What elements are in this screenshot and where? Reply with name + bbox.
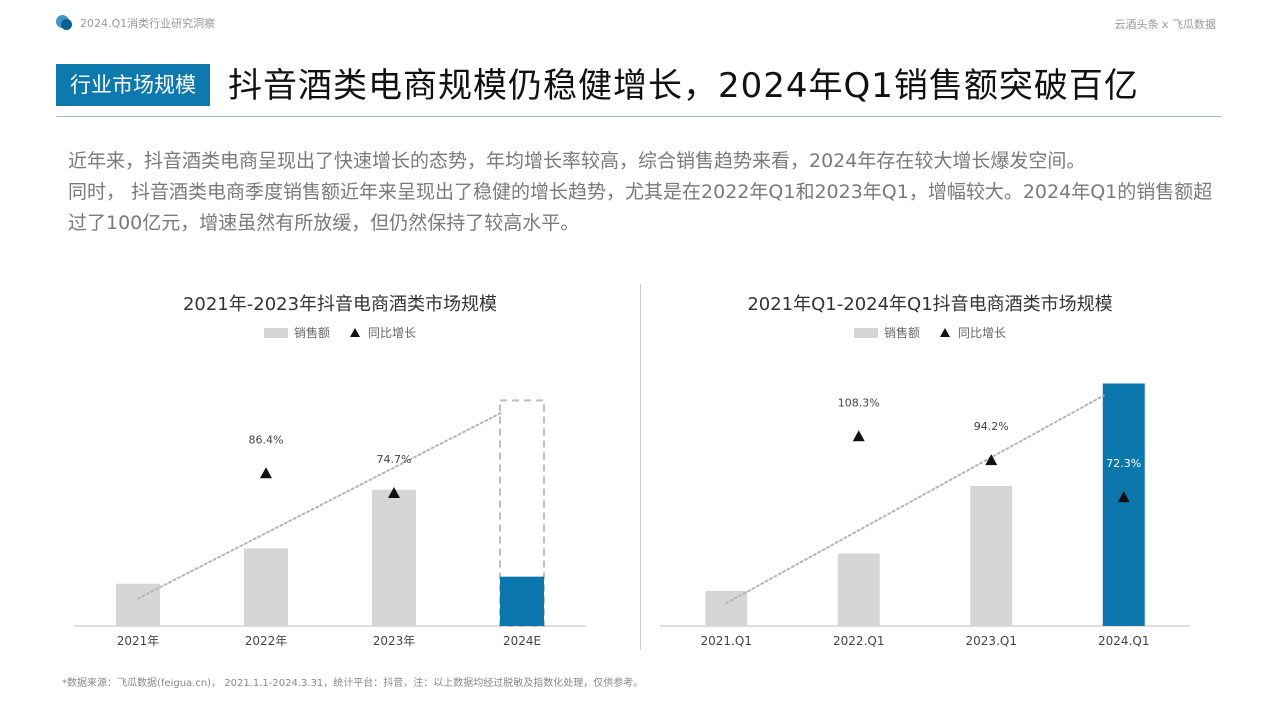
intro-paragraph: 近年来，抖音酒类电商呈现出了快速增长的态势，年均增长率较高，综合销售趋势来看，2… <box>68 150 1086 172</box>
legend-sales-label: 销售额 <box>883 326 920 340</box>
chart-title: 2021年Q1-2024年Q1抖音电商酒类市场规模 <box>747 294 1113 315</box>
brand-text: 2024.Q1消类行业研究洞察 <box>80 17 216 30</box>
growth-marker <box>1117 491 1130 503</box>
growth-marker <box>852 430 865 442</box>
section-badge: 行业市场规模 <box>56 64 210 106</box>
top-bar: 2024.Q1消类行业研究洞察 云酒头条 x 飞瓜数据 <box>56 14 1216 34</box>
growth-marker <box>985 454 998 466</box>
x-tick-label: 2022年 <box>245 634 288 648</box>
x-tick-label: 2023.Q1 <box>966 634 1017 648</box>
growth-marker <box>388 487 400 499</box>
growth-label: 74.7% <box>377 453 412 466</box>
partner-text: 云酒头条 x 飞瓜数据 <box>1114 18 1216 31</box>
intro-paragraph: 同时， 抖音酒类电商季度销售额近年来呈现出了稳健的增长趋势，尤其是在2022年Q… <box>68 181 1213 234</box>
chart-divider <box>640 284 641 650</box>
sales-bar <box>500 576 544 626</box>
legend-sales-label: 销售额 <box>293 326 330 340</box>
chart-plot: 2021年 2022年 2023年 2024E 86.4% 74.7% <box>74 399 586 648</box>
x-tick-label: 2022.Q1 <box>833 634 884 648</box>
title-row: 行业市场规模 抖音酒类电商规模仍稳健增长，2024年Q1销售额突破百亿 <box>56 62 1222 117</box>
brand-logo <box>56 14 74 32</box>
legend-bar-swatch <box>263 327 288 338</box>
sales-bar <box>837 553 880 626</box>
chart-legend: 销售额 同比增长 <box>60 324 620 341</box>
growth-label: 108.3% <box>838 396 880 409</box>
x-tick-label: 2023年 <box>373 634 416 648</box>
chart-title: 2021年-2023年抖音电商酒类市场规模 <box>182 294 498 315</box>
growth-label: 86.4% <box>249 433 284 446</box>
legend-bar-swatch <box>853 327 878 338</box>
chart-plot: 2021.Q1 2022.Q1 2023.Q1 2024.Q1 108.3% 94.2% 7… <box>660 383 1190 648</box>
legend-growth-label: 同比增长 <box>958 326 1007 340</box>
chart-legend: 销售额 同比增长 <box>650 324 1210 341</box>
page-title: 抖音酒类电商规模仍稳健增长，2024年Q1销售额突破百亿 <box>228 66 1139 106</box>
quarterly-market-chart: 2021年Q1-2024年Q1抖音电商酒类市场规模 销售额 同比增长 2021.… <box>650 280 1210 650</box>
legend-growth-label: 同比增长 <box>368 326 417 340</box>
growth-label: 72.3% <box>1106 457 1141 470</box>
triangle-icon <box>940 328 950 337</box>
sales-bar <box>705 591 748 626</box>
brand: 2024.Q1消类行业研究洞察 <box>56 14 215 32</box>
growth-label: 94.2% <box>974 420 1009 433</box>
intro-text: 近年来，抖音酒类电商呈现出了快速增长的态势，年均增长率较高，综合销售趋势来看，2… <box>68 146 1218 239</box>
x-tick-label: 2021年 <box>117 634 160 648</box>
growth-marker <box>260 467 272 479</box>
sales-bar <box>372 489 416 626</box>
sales-bar <box>970 486 1013 626</box>
x-tick-label: 2021.Q1 <box>701 634 752 648</box>
x-tick-label: 2024E <box>503 634 541 648</box>
sales-bar <box>244 548 288 626</box>
trend-line <box>725 394 1105 605</box>
annual-market-chart: 2021年-2023年抖音电商酒类市场规模 销售额 同比增长 2021年 2022… <box>60 280 620 650</box>
source-footnote: *数据来源：飞瓜数据(feigua.cn)， 2021.1.1-2024.3.3… <box>62 678 644 689</box>
trend-line <box>137 411 503 600</box>
x-tick-label: 2024.Q1 <box>1098 634 1149 648</box>
sales-bar <box>1102 383 1145 626</box>
triangle-icon <box>350 328 360 337</box>
